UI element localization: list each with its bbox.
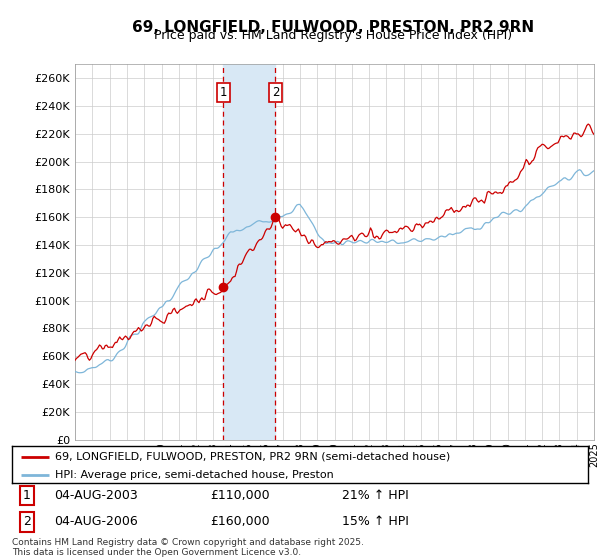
Text: Contains HM Land Registry data © Crown copyright and database right 2025.
This d: Contains HM Land Registry data © Crown c… <box>12 538 364 557</box>
Text: £160,000: £160,000 <box>210 515 269 529</box>
Text: HPI: Average price, semi-detached house, Preston: HPI: Average price, semi-detached house,… <box>55 470 334 480</box>
Text: 69, LONGFIELD, FULWOOD, PRESTON, PR2 9RN: 69, LONGFIELD, FULWOOD, PRESTON, PR2 9RN <box>132 20 534 35</box>
Text: 15% ↑ HPI: 15% ↑ HPI <box>342 515 409 529</box>
Text: 2: 2 <box>23 515 31 529</box>
Text: 21% ↑ HPI: 21% ↑ HPI <box>342 489 409 502</box>
Bar <box>223 64 275 440</box>
Text: 2: 2 <box>272 86 279 99</box>
Text: 04-AUG-2003: 04-AUG-2003 <box>54 489 138 502</box>
Text: 04-AUG-2006: 04-AUG-2006 <box>54 515 138 529</box>
Text: 69, LONGFIELD, FULWOOD, PRESTON, PR2 9RN (semi-detached house): 69, LONGFIELD, FULWOOD, PRESTON, PR2 9RN… <box>55 451 451 461</box>
Text: Price paid vs. HM Land Registry's House Price Index (HPI): Price paid vs. HM Land Registry's House … <box>154 29 512 42</box>
Text: £110,000: £110,000 <box>210 489 269 502</box>
Text: 1: 1 <box>23 489 31 502</box>
Text: 1: 1 <box>220 86 227 99</box>
